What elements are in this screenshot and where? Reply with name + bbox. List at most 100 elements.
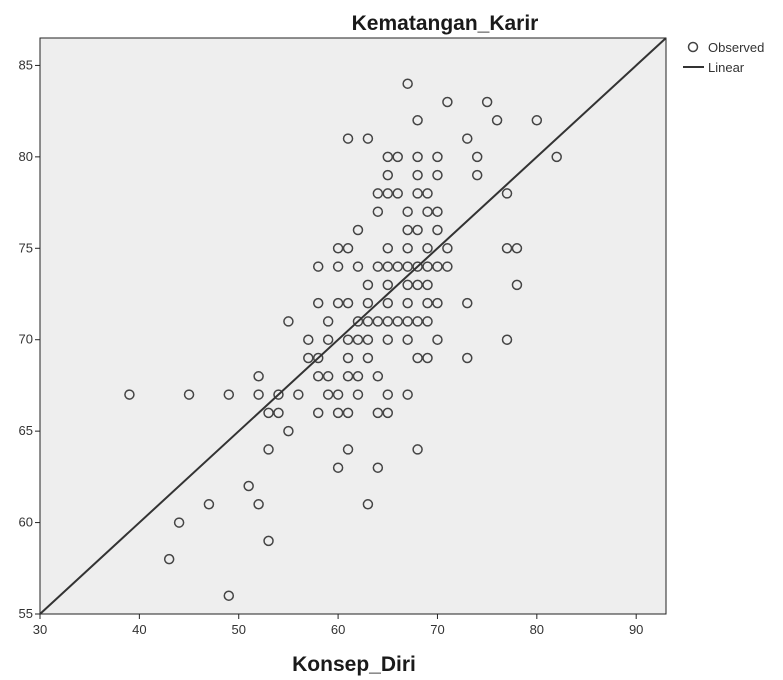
data-point: [422, 316, 433, 327]
data-point: [422, 297, 433, 309]
data-point: [402, 243, 413, 254]
data-point: [422, 188, 433, 199]
data-point: [471, 151, 483, 163]
x-tick-label: 50: [231, 622, 245, 637]
data-point: [332, 462, 344, 473]
data-point: [312, 352, 324, 364]
data-point: [332, 243, 344, 254]
data-point: [402, 334, 413, 345]
data-point: [253, 499, 264, 510]
y-tick-label: 70: [19, 332, 33, 347]
data-point: [372, 316, 384, 327]
data-point: [382, 151, 394, 163]
data-point: [312, 371, 324, 382]
data-point: [531, 115, 543, 126]
data-point: [402, 316, 413, 327]
data-point: [501, 334, 513, 345]
data-point: [352, 334, 364, 345]
x-tick-label: 60: [331, 622, 345, 637]
data-point: [471, 169, 483, 181]
data-point: [352, 224, 364, 236]
data-point: [124, 389, 135, 400]
data-point: [412, 115, 423, 126]
data-point: [372, 188, 384, 199]
x-tick-label: 40: [132, 622, 146, 637]
data-point: [342, 133, 354, 144]
data-point: [412, 188, 423, 199]
data-point: [402, 389, 413, 400]
x-axis-label: Konsep_Diri: [292, 653, 416, 676]
data-point: [432, 151, 443, 163]
chart-title: Kematangan_Karir: [352, 12, 539, 35]
data-point: [382, 169, 394, 181]
data-point: [372, 371, 384, 382]
y-axis: 55 60 65 70 75 80 85: [19, 57, 40, 621]
data-point: [442, 243, 453, 254]
data-point: [223, 389, 235, 400]
data-point: [412, 169, 423, 181]
data-point: [322, 334, 334, 345]
data-point: [501, 243, 513, 254]
y-tick-label: 80: [19, 149, 33, 164]
data-point: [163, 553, 175, 565]
data-point: [273, 407, 284, 419]
data-point: [342, 297, 354, 309]
data-point: [312, 407, 324, 419]
data-point: [322, 371, 334, 382]
data-point: [253, 371, 264, 382]
data-point: [392, 316, 403, 327]
data-point: [402, 206, 413, 217]
data-point: [382, 243, 394, 254]
data-point: [432, 169, 443, 181]
x-axis: 30 40 50 60 70 80 90: [33, 614, 643, 637]
data-point: [372, 407, 384, 419]
data-point: [392, 261, 403, 272]
data-point: [362, 316, 374, 327]
data-point: [342, 352, 354, 364]
data-point: [293, 389, 304, 400]
data-point: [422, 206, 433, 217]
data-point: [511, 279, 523, 291]
observed-points: [124, 78, 562, 601]
data-point: [412, 261, 423, 272]
data-point: [392, 188, 403, 199]
legend-observed-label: Observed: [708, 40, 764, 55]
data-point: [422, 261, 433, 272]
y-tick-label: 75: [19, 240, 33, 255]
x-tick-label: 70: [430, 622, 444, 637]
data-point: [372, 261, 384, 272]
data-point: [382, 188, 394, 199]
data-point: [392, 151, 403, 163]
data-point: [412, 224, 423, 236]
data-point: [432, 206, 443, 217]
data-point: [332, 261, 344, 272]
data-point: [462, 352, 473, 364]
data-point: [382, 389, 394, 400]
data-point: [551, 151, 562, 163]
data-point: [422, 279, 433, 291]
data-point: [491, 115, 503, 126]
data-point: [382, 297, 394, 309]
linear-fit-line: [39, 37, 667, 615]
data-point: [372, 206, 384, 217]
data-point: [303, 352, 314, 364]
data-point: [243, 480, 254, 492]
data-point: [362, 334, 374, 345]
y-tick-label: 85: [19, 57, 33, 72]
data-point: [303, 334, 314, 345]
data-point: [283, 425, 294, 437]
data-point: [362, 499, 374, 510]
data-point: [332, 407, 344, 419]
data-point: [322, 316, 334, 327]
data-point: [283, 316, 294, 327]
data-point: [511, 243, 523, 254]
data-point: [352, 389, 364, 400]
data-point: [372, 462, 384, 473]
y-tick-label: 60: [19, 515, 33, 530]
data-point: [442, 261, 453, 272]
data-point: [412, 316, 423, 327]
data-point: [263, 407, 274, 419]
data-point: [432, 224, 443, 236]
